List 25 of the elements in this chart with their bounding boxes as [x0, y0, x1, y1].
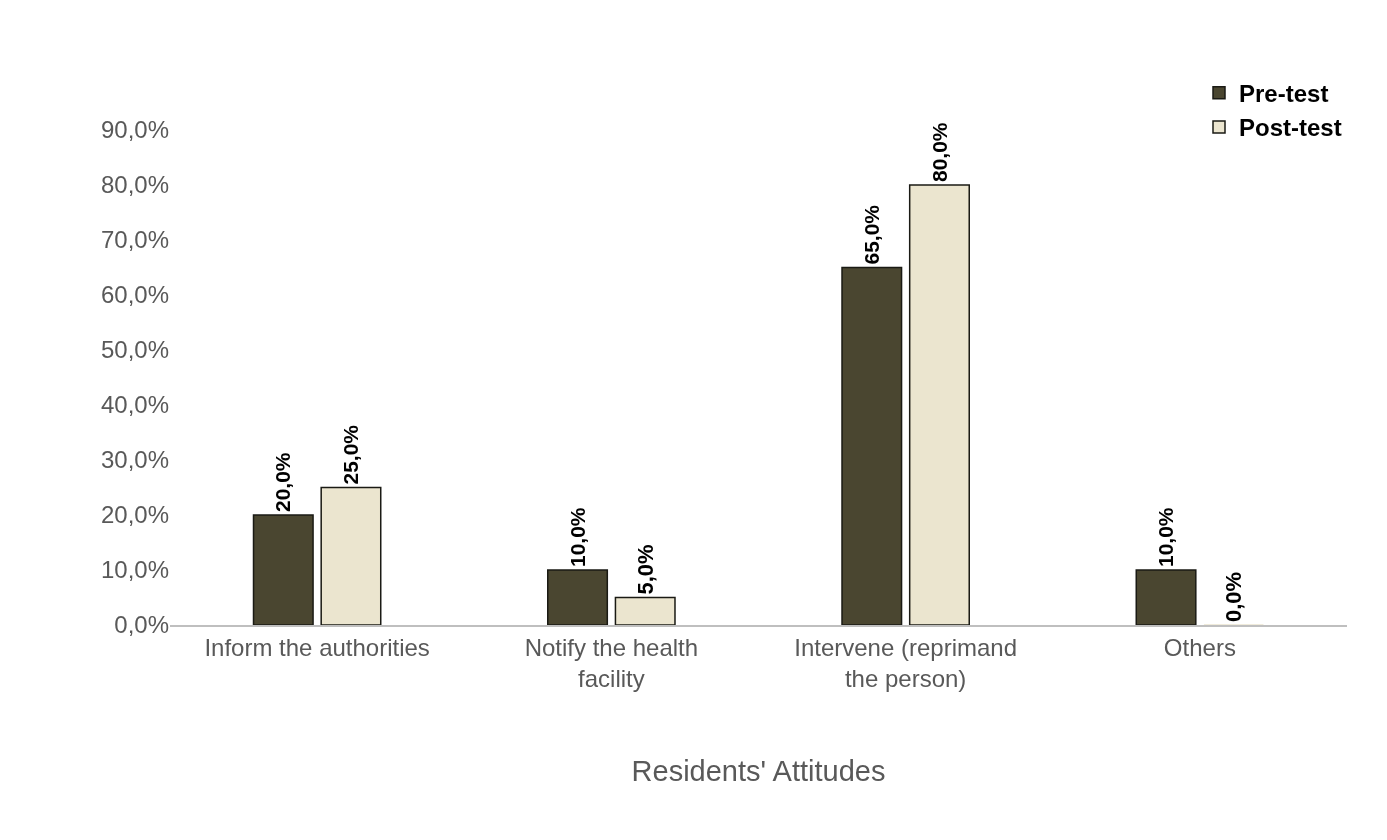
x-tick-label: Others — [1163, 633, 1236, 661]
data-label: 65,0% — [859, 204, 883, 265]
data-label: 10,0% — [1154, 507, 1178, 567]
y-tick-label: 90,0% — [100, 116, 169, 144]
y-tick-label: 30,0% — [100, 446, 169, 474]
data-label: 0,0% — [1221, 571, 1247, 622]
x-tick-label: Inform the authorities — [204, 633, 430, 661]
x-tick-label: Intervene (reprimand the person) — [794, 633, 1018, 692]
y-tick-label: 70,0% — [100, 226, 169, 254]
y-tick-label: 50,0% — [100, 336, 169, 364]
y-tick-label: 0,0% — [114, 611, 169, 639]
data-label: 25,0% — [339, 424, 363, 485]
data-label: 20,0% — [271, 452, 295, 512]
data-label: 5,0% — [632, 544, 658, 595]
legend-label: Pre-test — [1239, 80, 1329, 108]
x-axis-title: Residents' Attitudes — [631, 755, 886, 788]
legend-label: Post-test — [1239, 114, 1342, 142]
y-tick-label: 20,0% — [100, 501, 169, 529]
y-tick-label: 10,0% — [100, 556, 169, 584]
data-label: 10,0% — [565, 507, 589, 567]
data-label: 80,0% — [927, 122, 951, 182]
x-tick-label: Notify the health facility — [524, 633, 699, 692]
y-tick-label: 80,0% — [100, 171, 169, 199]
y-tick-label: 60,0% — [100, 281, 169, 309]
y-tick-label: 40,0% — [100, 391, 169, 419]
